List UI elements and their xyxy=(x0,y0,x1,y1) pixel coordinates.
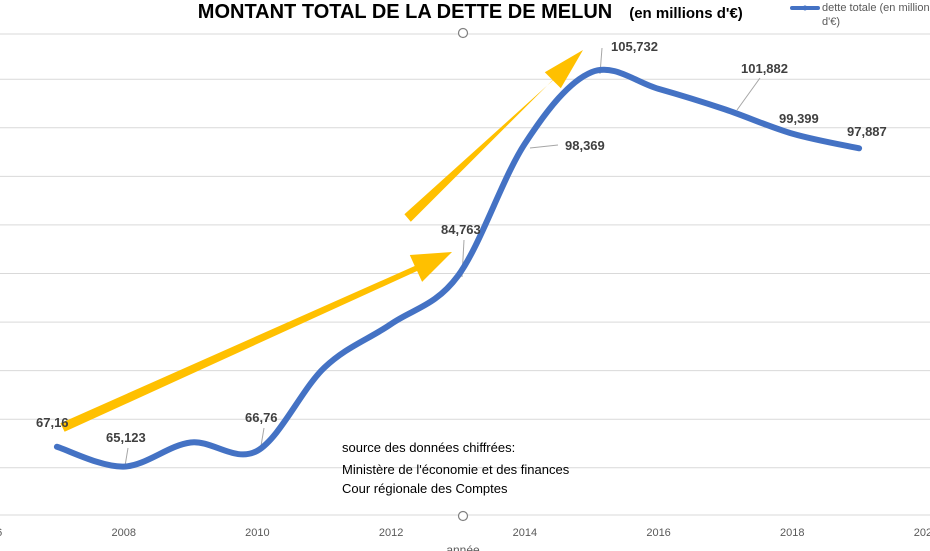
chart-title: MONTANT TOTAL DE LA DETTE DE MELUN xyxy=(198,1,612,23)
trend-arrows xyxy=(60,50,583,432)
x-tick-label-2020: 2020 xyxy=(914,527,930,539)
source-line: Ministère de l'économie et des finances xyxy=(342,462,570,477)
source-note: source des données chiffrées: Ministère … xyxy=(342,440,570,496)
x-tick-label-2018: 2018 xyxy=(780,527,804,539)
data-label-2015: 105,732 xyxy=(611,39,658,54)
x-tick-label-2008: 2008 xyxy=(111,527,135,539)
source-line: source des données chiffrées: xyxy=(342,440,515,455)
data-labels: 67,16 65,123 66,76 84,763 98,369 105,732 101,8… xyxy=(36,39,887,445)
leader-line xyxy=(529,144,559,149)
x-tick-label-2010: 2010 xyxy=(245,527,269,539)
trend-arrow-upper xyxy=(404,50,583,222)
resize-handle-top[interactable] xyxy=(457,27,469,39)
x-axis-title: année xyxy=(446,543,480,551)
data-label-2007: 67,16 xyxy=(36,415,69,430)
data-label-2018: 99,399 xyxy=(779,111,819,126)
series-line-dette-totale xyxy=(53,66,863,470)
data-label-2013: 84,763 xyxy=(441,222,481,237)
chart-subtitle: (en millions d'€) xyxy=(629,5,743,22)
data-label-2017: 101,882 xyxy=(741,61,788,76)
x-tick-label-2016: 2016 xyxy=(646,527,670,539)
legend-marker xyxy=(802,5,808,11)
data-label-2019: 97,887 xyxy=(847,124,887,139)
source-line: Cour régionale des Comptes xyxy=(342,481,508,496)
gridlines xyxy=(0,33,930,516)
data-label-2010: 66,76 xyxy=(245,410,278,425)
x-tick-label-2006: 2006 xyxy=(0,527,2,539)
legend-entry-line2: d'€) xyxy=(822,16,840,28)
leader-line xyxy=(736,77,761,111)
x-tick-label-2014: 2014 xyxy=(513,527,537,539)
x-tick-label-2012: 2012 xyxy=(379,527,403,539)
legend-entry-line1: dette totale (en millions xyxy=(822,2,930,14)
leader-line xyxy=(124,447,129,467)
data-label-2008: 65,123 xyxy=(106,430,146,445)
legend: dette totale (en millions d'€) xyxy=(790,2,930,28)
data-label-2014: 98,369 xyxy=(565,138,605,153)
trend-arrow-lower xyxy=(60,252,453,432)
resize-handle-bottom[interactable] xyxy=(457,510,469,522)
x-axis-tick-labels: 2006 2008 2010 2012 2014 2016 2018 2020 xyxy=(0,527,930,539)
